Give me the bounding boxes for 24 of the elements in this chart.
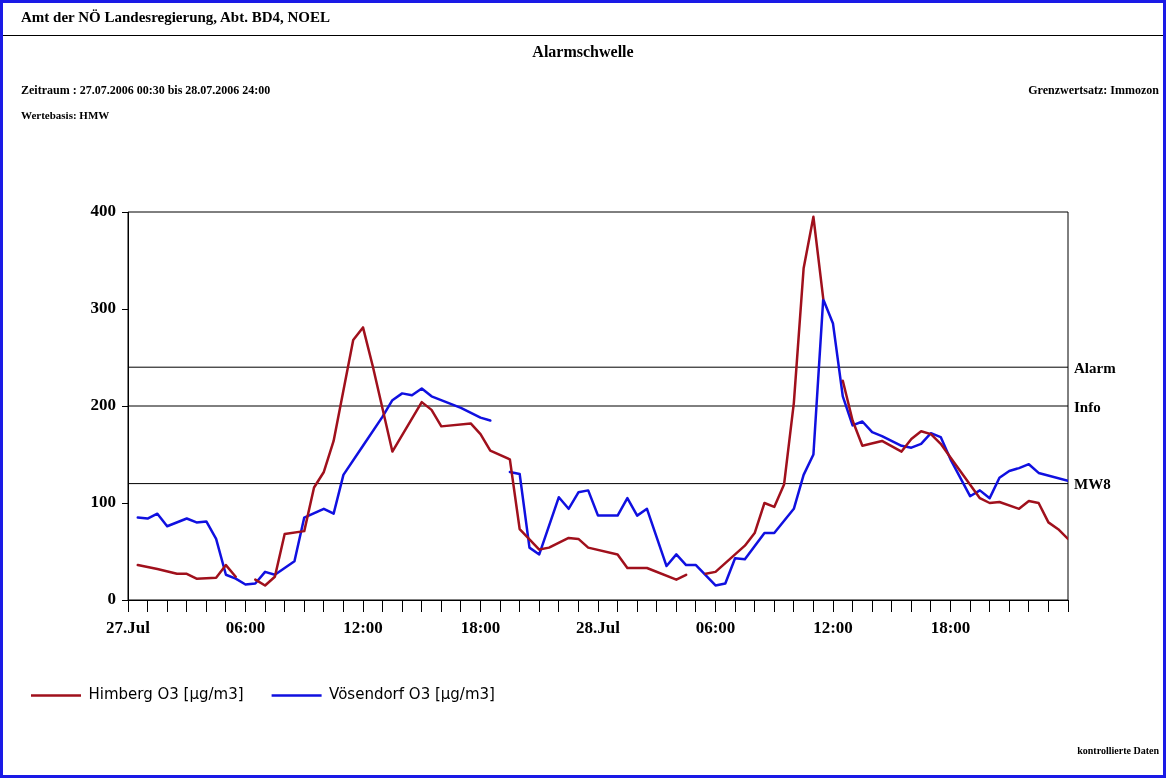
text: Wertebasis: HMW bbox=[21, 109, 110, 121]
x-tick-label: 28.Jul bbox=[576, 617, 621, 637]
y-tick-label: 400 bbox=[90, 201, 116, 221]
y-tick-label: 0 bbox=[107, 589, 116, 609]
chart-title: Alarmschwelle bbox=[531, 43, 635, 61]
x-tick-label: 06:00 bbox=[225, 617, 266, 637]
y-tick-label: 200 bbox=[90, 395, 116, 415]
legend-label: Vösendorf O3 [μg/m3] bbox=[329, 685, 495, 704]
y-tick-label: 300 bbox=[90, 298, 116, 318]
x-tick-label: 12:00 bbox=[813, 617, 853, 637]
text: Amt der NÖ Landesregierung, Abt. BD4, NOEL bbox=[21, 9, 331, 26]
x-tick-label: 12:00 bbox=[343, 617, 383, 637]
text: Zeitraum : 27.07.2006 00:30 bis 28.07.2006 24:00 bbox=[21, 83, 271, 98]
x-tick-label: 18:00 bbox=[460, 617, 501, 637]
text: Grenzwertsatz: Immozon bbox=[1028, 83, 1159, 98]
x-tick-label: 18:00 bbox=[930, 617, 971, 637]
ref-line-label: MW8 bbox=[1074, 476, 1111, 493]
x-tick-label: 27.Jul bbox=[106, 617, 151, 637]
y-tick-label: 100 bbox=[90, 492, 116, 512]
ref-line-label: Alarm bbox=[1074, 360, 1117, 377]
ref-line-label: Info bbox=[1074, 398, 1101, 415]
legend-label: Himberg O3 [μg/m3] bbox=[88, 685, 244, 704]
text: kontrollierte Daten bbox=[1077, 745, 1159, 756]
x-tick-label: 06:00 bbox=[695, 617, 736, 637]
